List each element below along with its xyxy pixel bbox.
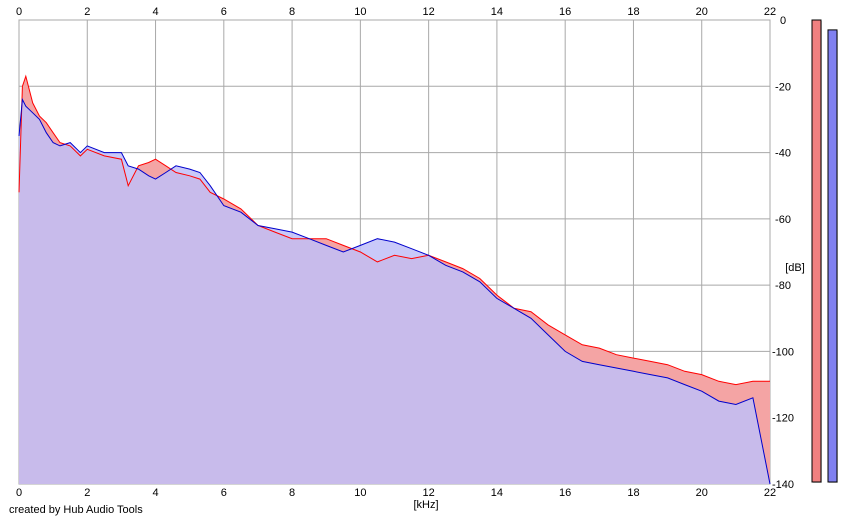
x-tick-label-top-10: 20 (696, 6, 708, 18)
x-tick-label-top-2: 4 (152, 6, 158, 18)
y-tick-label-1: -20 (775, 81, 791, 93)
x-axis-label: [kHz] (413, 499, 438, 511)
x-tick-label-bottom-4: 8 (289, 487, 295, 499)
level-bar-0 (811, 19, 822, 483)
x-tick-label-bottom-11: 22 (764, 487, 776, 499)
x-tick-label-bottom-6: 12 (423, 487, 435, 499)
credit-text: created by Hub Audio Tools (9, 504, 143, 516)
axis-labels: 002244668810101212141416161818202022220-… (16, 6, 794, 499)
series-fill-1 (19, 99, 770, 484)
x-tick-label-top-9: 18 (627, 6, 639, 18)
y-tick-label-6: -120 (772, 413, 794, 425)
y-axis-label: [dB] (785, 262, 805, 274)
series-line-1 (18, 97, 771, 485)
x-tick-label-top-6: 12 (423, 6, 435, 18)
level-bar-1 (827, 29, 838, 483)
x-tick-label-top-1: 2 (84, 6, 90, 18)
y-tick-label-2: -40 (775, 148, 791, 160)
x-tick-label-bottom-0: 0 (16, 487, 22, 499)
x-tick-label-top-0: 0 (16, 6, 22, 18)
x-tick-label-bottom-2: 4 (152, 487, 158, 499)
x-tick-label-bottom-10: 20 (696, 487, 708, 499)
x-tick-label-top-7: 14 (491, 6, 503, 18)
x-tick-label-top-11: 22 (764, 6, 776, 18)
x-tick-label-bottom-9: 18 (627, 487, 639, 499)
x-tick-label-top-3: 6 (221, 6, 227, 18)
level-meters (811, 19, 838, 484)
x-tick-label-bottom-5: 10 (354, 487, 366, 499)
y-tick-label-7: -140 (772, 479, 794, 491)
x-tick-label-bottom-7: 14 (491, 487, 503, 499)
y-tick-label-5: -100 (772, 346, 794, 358)
x-tick-label-top-4: 8 (289, 6, 295, 18)
x-tick-label-top-5: 10 (354, 6, 366, 18)
x-tick-label-top-8: 16 (559, 6, 571, 18)
y-tick-label-3: -60 (775, 214, 791, 226)
x-tick-label-bottom-3: 6 (221, 487, 227, 499)
series-layer (18, 74, 771, 485)
y-tick-label-0: 0 (780, 15, 786, 27)
x-tick-label-bottom-8: 16 (559, 487, 571, 499)
y-tick-label-4: -80 (775, 280, 791, 292)
x-tick-label-bottom-1: 2 (84, 487, 90, 499)
